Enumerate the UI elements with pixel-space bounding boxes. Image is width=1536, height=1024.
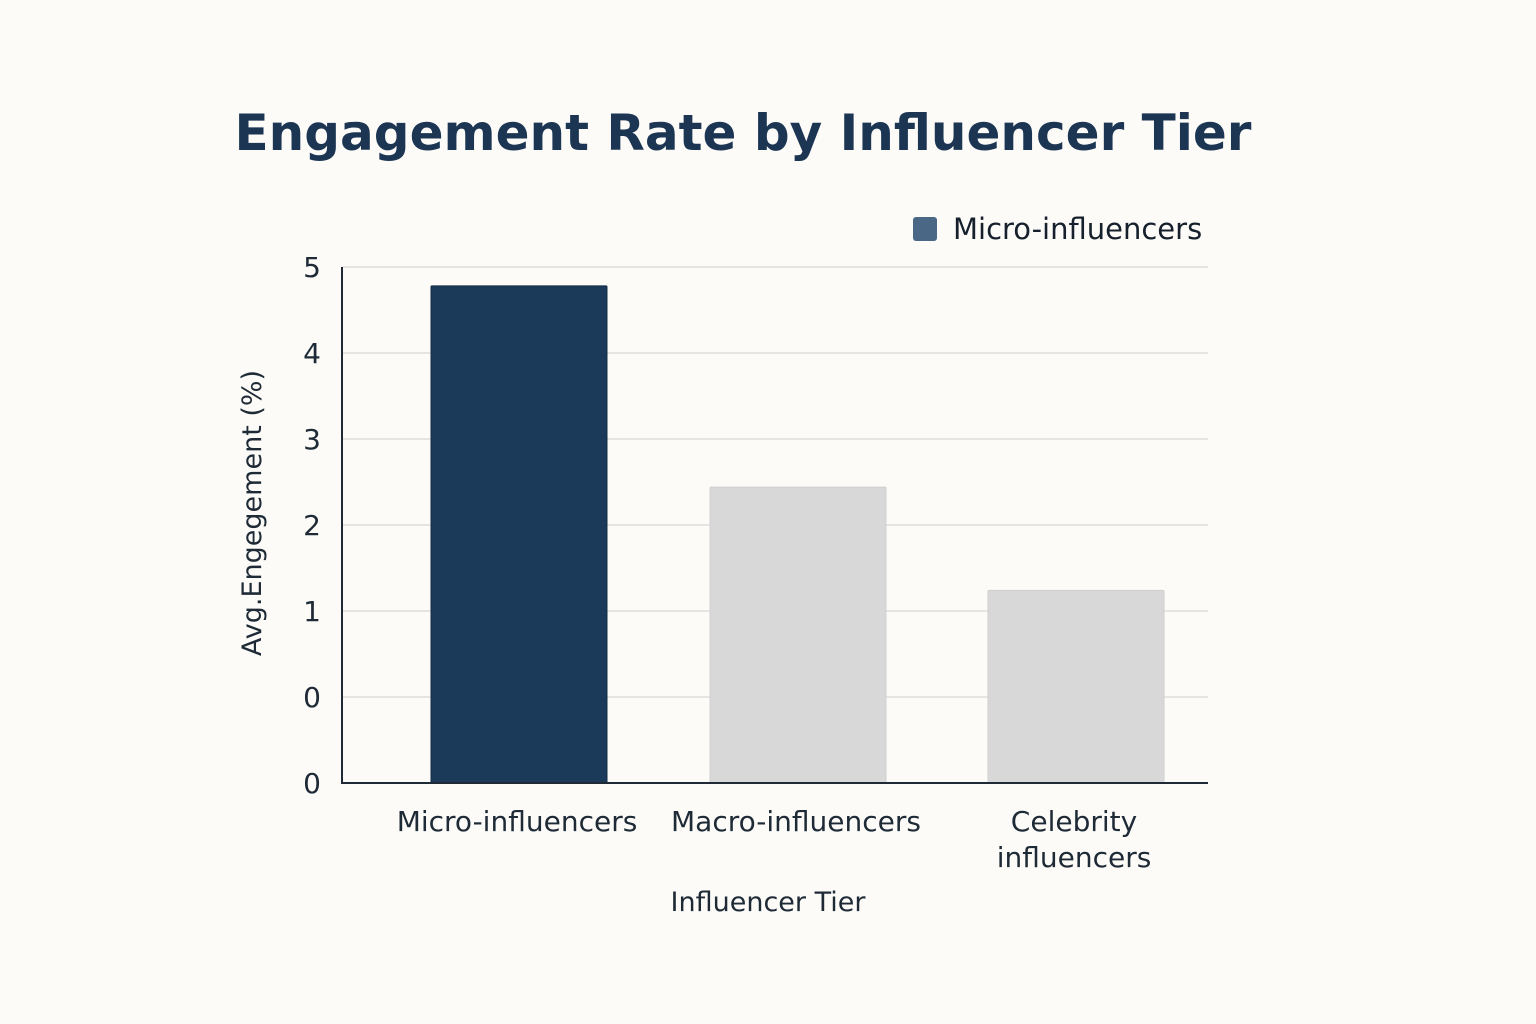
y-tick-label: 2 — [303, 509, 321, 542]
x-tick-label: influencers — [997, 841, 1152, 874]
legend-label: Micro-influencers — [953, 212, 1202, 246]
x-tick-label: Celebrity — [1011, 805, 1137, 838]
legend-swatch — [913, 217, 937, 241]
y-tick-label: 0 — [303, 681, 321, 714]
x-axis-label: Influencer Tier — [671, 887, 867, 918]
x-tick-labels: Micro-influencers Macro-influencers Celebr… — [397, 805, 1152, 874]
y-tick-label: 3 — [303, 423, 321, 456]
y-tick-label: 0 — [303, 767, 321, 800]
y-axis-label: Avg.Engegement (%) — [237, 370, 268, 656]
x-tick-label: Micro-influencers — [397, 805, 638, 838]
bar-1 — [430, 285, 608, 784]
legend: Micro-influencers — [913, 212, 1202, 246]
bars — [430, 285, 1165, 784]
y-tick-label: 4 — [303, 337, 321, 370]
x-tick-label: Macro-influencers — [671, 805, 921, 838]
y-tick-labels: 5 4 3 2 1 0 0 — [303, 251, 321, 800]
bar-2 — [709, 486, 887, 784]
y-tick-label: 5 — [303, 251, 321, 284]
bar-3 — [987, 589, 1165, 784]
y-tick-label: 1 — [303, 595, 321, 628]
chart-title: Engagement Rate by Influencer Tier — [235, 104, 1252, 162]
